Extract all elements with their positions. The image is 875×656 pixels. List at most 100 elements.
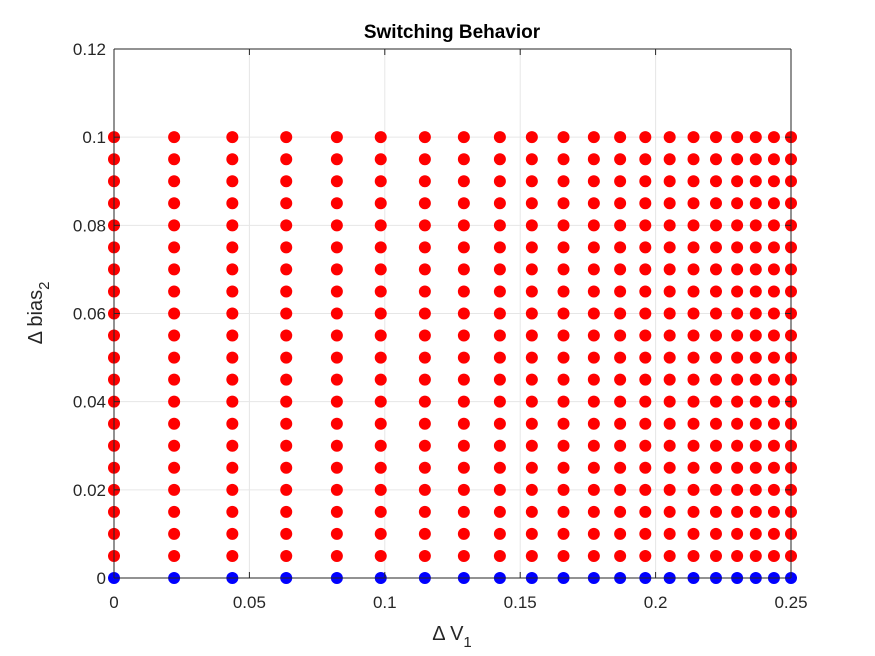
scatter-point-red xyxy=(280,329,293,342)
scatter-point-red xyxy=(374,263,387,276)
scatter-point-red xyxy=(226,395,239,408)
scatter-point-red xyxy=(587,483,600,496)
scatter-point-red xyxy=(639,351,652,364)
scatter-point-red xyxy=(731,505,744,518)
scatter-point-red xyxy=(767,307,780,320)
scatter-point-red xyxy=(663,153,676,166)
scatter-point-red xyxy=(663,351,676,364)
scatter-point-red xyxy=(226,131,239,144)
scatter-point-red xyxy=(280,175,293,188)
scatter-point-red xyxy=(749,417,762,430)
scatter-point-red xyxy=(330,307,343,320)
scatter-point-red xyxy=(330,219,343,232)
scatter-point-red xyxy=(418,461,431,474)
scatter-point-red xyxy=(749,527,762,540)
scatter-point-red xyxy=(767,395,780,408)
scatter-point-red xyxy=(639,285,652,298)
scatter-point-red xyxy=(168,219,181,232)
scatter-point-red xyxy=(457,483,470,496)
scatter-point-red xyxy=(709,175,722,188)
scatter-point-red xyxy=(639,483,652,496)
scatter-point-red xyxy=(457,131,470,144)
scatter-point-red xyxy=(493,351,506,364)
scatter-point-red xyxy=(587,197,600,210)
scatter-point-red xyxy=(557,329,570,342)
scatter-point-red xyxy=(280,373,293,386)
scatter-point-red xyxy=(614,351,627,364)
scatter-point-red xyxy=(709,307,722,320)
scatter-point-red xyxy=(639,373,652,386)
x-tick-label: 0.2 xyxy=(644,593,668,612)
scatter-point-red xyxy=(731,263,744,276)
scatter-point-red xyxy=(767,329,780,342)
scatter-point-red xyxy=(457,417,470,430)
scatter-point-red xyxy=(663,373,676,386)
scatter-point-red xyxy=(614,153,627,166)
scatter-point-red xyxy=(663,527,676,540)
scatter-point-red xyxy=(767,549,780,562)
scatter-point-red xyxy=(525,329,538,342)
scatter-point-red xyxy=(557,219,570,232)
scatter-point-red xyxy=(557,395,570,408)
scatter-point-red xyxy=(525,549,538,562)
scatter-point-red xyxy=(330,263,343,276)
scatter-point-red xyxy=(687,307,700,320)
scatter-point-red xyxy=(709,263,722,276)
scatter-point-red xyxy=(767,285,780,298)
scatter-point-red xyxy=(493,439,506,452)
scatter-point-red xyxy=(749,461,762,474)
scatter-point-red xyxy=(709,153,722,166)
scatter-point-red xyxy=(557,483,570,496)
scatter-point-red xyxy=(663,329,676,342)
scatter-point-red xyxy=(525,351,538,364)
x-tick-label: 0.05 xyxy=(233,593,266,612)
scatter-point-red xyxy=(280,219,293,232)
scatter-point-red xyxy=(525,263,538,276)
scatter-point-red xyxy=(767,483,780,496)
scatter-point-red xyxy=(767,219,780,232)
scatter-point-red xyxy=(663,417,676,430)
scatter-point-red xyxy=(280,439,293,452)
y-tick-label: 0.1 xyxy=(82,128,106,147)
scatter-point-red xyxy=(280,131,293,144)
scatter-point-red xyxy=(418,373,431,386)
scatter-point-red xyxy=(457,439,470,452)
scatter-point-red xyxy=(614,395,627,408)
scatter-point-red xyxy=(330,285,343,298)
scatter-point-red xyxy=(374,461,387,474)
scatter-point-red xyxy=(749,483,762,496)
scatter-point-red xyxy=(525,197,538,210)
y-axis-label-main: Δ bias xyxy=(25,290,47,345)
scatter-point-red xyxy=(557,197,570,210)
scatter-point-red xyxy=(587,549,600,562)
scatter-point-red xyxy=(280,307,293,320)
scatter-point-red xyxy=(374,307,387,320)
scatter-point-red xyxy=(709,417,722,430)
scatter-point-red xyxy=(330,131,343,144)
scatter-point-red xyxy=(587,527,600,540)
scatter-point-red xyxy=(226,175,239,188)
scatter-point-red xyxy=(374,505,387,518)
scatter-point-red xyxy=(280,351,293,364)
scatter-point-red xyxy=(749,241,762,254)
scatter-point-red xyxy=(374,241,387,254)
scatter-point-red xyxy=(418,153,431,166)
scatter-point-red xyxy=(418,131,431,144)
scatter-point-red xyxy=(687,131,700,144)
scatter-point-red xyxy=(709,395,722,408)
scatter-point-red xyxy=(587,373,600,386)
scatter-point-red xyxy=(663,219,676,232)
scatter-point-red xyxy=(749,263,762,276)
scatter-point-red xyxy=(587,285,600,298)
scatter-point-red xyxy=(374,153,387,166)
scatter-point-red xyxy=(226,285,239,298)
scatter-point-red xyxy=(614,307,627,320)
scatter-point-red xyxy=(168,373,181,386)
scatter-point-red xyxy=(418,439,431,452)
scatter-point-red xyxy=(330,417,343,430)
scatter-point-red xyxy=(418,307,431,320)
scatter-point-red xyxy=(226,483,239,496)
scatter-point-red xyxy=(731,175,744,188)
scatter-point-red xyxy=(525,153,538,166)
scatter-point-red xyxy=(614,461,627,474)
